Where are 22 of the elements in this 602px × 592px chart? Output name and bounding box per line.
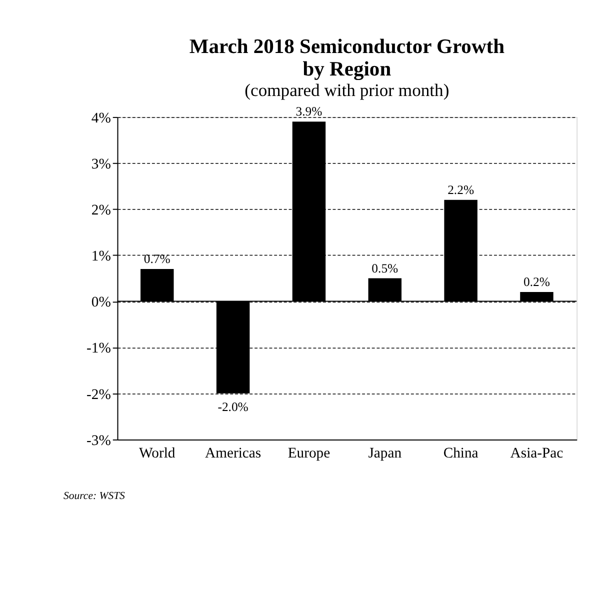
x-tick-label: China: [443, 446, 479, 462]
data-label: 0.2%: [524, 275, 550, 290]
y-tick-label: 1%: [91, 248, 111, 265]
x-tick-label: Americas: [204, 446, 262, 462]
y-tick-label: -3%: [86, 432, 111, 449]
data-label: 2.2%: [448, 183, 474, 198]
data-label: 0.5%: [372, 261, 399, 276]
x-tick-label: Japan: [368, 446, 402, 462]
y-tick-label: 2%: [91, 202, 111, 218]
chart-title: March 2018 Semiconductor Growth by Region: [189, 36, 506, 81]
y-tick-label: 4%: [91, 110, 111, 126]
y-tick-label: 0%: [91, 294, 111, 311]
source-note: Source: WSTS: [64, 490, 126, 502]
y-tick-label: -2%: [86, 386, 111, 403]
x-tick-label: Europe: [288, 446, 330, 462]
data-label: -2.0%: [218, 400, 249, 414]
data-label: 3.9%: [296, 104, 323, 119]
x-tick-label: World: [139, 446, 176, 462]
chart-subtitle: (compared with prior month): [244, 80, 450, 100]
x-tick-label: Asia-Pac: [510, 446, 564, 462]
y-tick-label: -1%: [86, 340, 111, 357]
y-tick-label: 3%: [91, 156, 111, 172]
